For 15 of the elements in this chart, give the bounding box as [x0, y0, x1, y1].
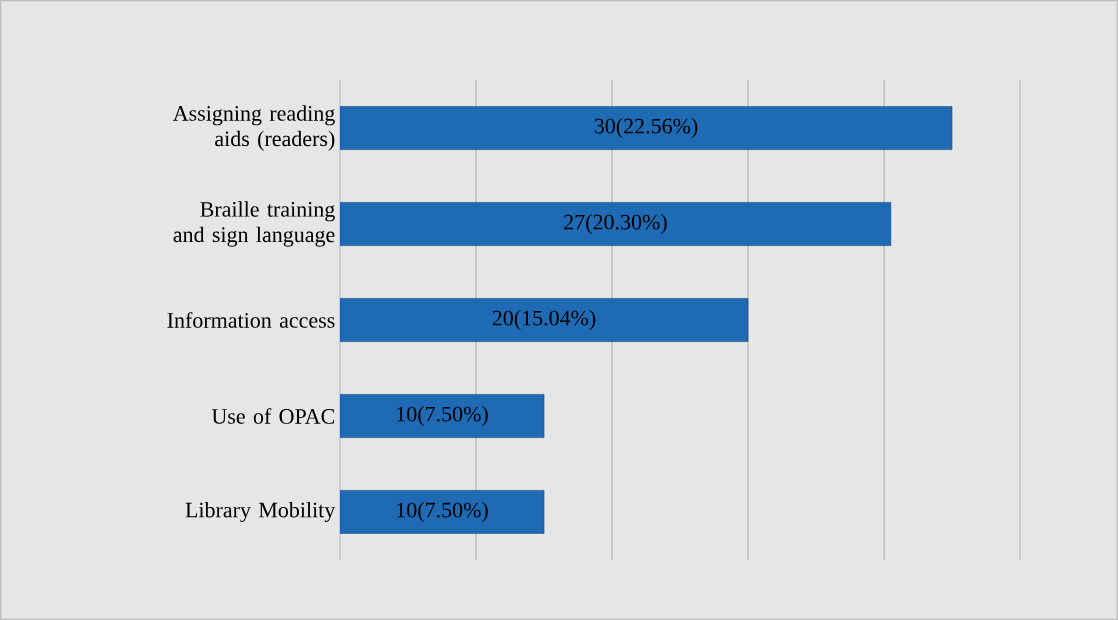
y-tick-label: Braille training and sign language	[173, 201, 335, 247]
y-tick-label: Assigning reading aids (readers)	[172, 105, 335, 151]
y-tick-label: Information access	[167, 312, 335, 328]
bar	[340, 106, 953, 150]
data-label: 20(15.04%)	[492, 310, 596, 330]
data-label: 10(7.50%)	[397, 406, 488, 426]
data-label: 30(22.56%)	[594, 118, 698, 138]
bar	[340, 394, 545, 438]
y-tick-label: Use of OPAC	[211, 408, 335, 424]
bar	[340, 490, 545, 534]
data-label: 10(7.50%)	[397, 502, 488, 522]
bar	[340, 202, 892, 246]
bar	[340, 298, 749, 342]
data-label: 27(20.30%)	[564, 214, 667, 234]
y-tick-label: Library Mobility	[185, 501, 336, 522]
